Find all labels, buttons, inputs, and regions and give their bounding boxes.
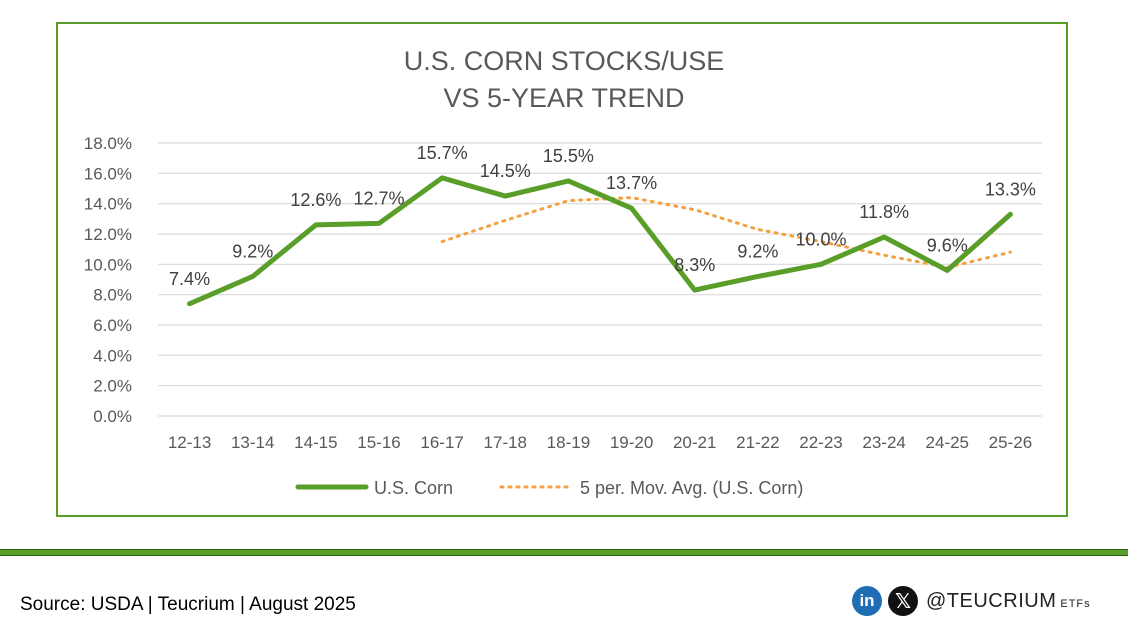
- legend-label-moving-average: 5 per. Mov. Avg. (U.S. Corn): [580, 478, 803, 498]
- chart-frame: U.S. CORN STOCKS/USE VS 5-YEAR TREND 0.0…: [56, 22, 1068, 517]
- y-tick-label: 2.0%: [93, 377, 132, 396]
- x-tick-label: 15-16: [357, 433, 400, 452]
- x-tick-label: 23-24: [862, 433, 905, 452]
- data-label: 9.6%: [927, 235, 968, 255]
- y-tick-label: 14.0%: [84, 195, 132, 214]
- y-tick-label: 12.0%: [84, 225, 132, 244]
- y-tick-label: 6.0%: [93, 316, 132, 335]
- series-line-us-corn: [187, 175, 1013, 307]
- x-tick-label: 24-25: [926, 433, 969, 452]
- x-tick-label: 19-20: [610, 433, 653, 452]
- y-tick-label: 18.0%: [84, 134, 132, 153]
- data-label: 11.8%: [859, 202, 909, 222]
- y-tick-label: 16.0%: [84, 164, 132, 183]
- brand-etfs-text: ETFs: [1060, 597, 1091, 610]
- x-tick-label: 13-14: [231, 433, 274, 452]
- x-tick-label: 14-15: [294, 433, 337, 452]
- brand-handle-text: @TEUCRIUM: [926, 589, 1057, 612]
- series-line-moving-average: [440, 196, 1012, 269]
- brand-handle[interactable]: @TEUCRIUM ETFs: [926, 590, 1091, 613]
- y-tick-label: 10.0%: [84, 255, 132, 274]
- data-label: 8.3%: [674, 255, 715, 275]
- data-label: 10.0%: [795, 229, 846, 249]
- linkedin-icon[interactable]: in: [852, 586, 882, 616]
- x-tick-label: 17-18: [484, 433, 527, 452]
- x-tick-label: 25-26: [989, 433, 1032, 452]
- x-tick-label: 12-13: [168, 433, 211, 452]
- x-tick-label: 16-17: [420, 433, 463, 452]
- legend-label-us-corn: U.S. Corn: [374, 478, 453, 498]
- x-tick-label: 18-19: [547, 433, 590, 452]
- y-tick-label: 0.0%: [93, 407, 132, 426]
- chart-title-line2: VS 5-YEAR TREND: [443, 83, 684, 113]
- data-label: 9.2%: [232, 241, 273, 261]
- chart: U.S. CORN STOCKS/USE VS 5-YEAR TREND 0.0…: [84, 46, 1042, 498]
- data-label: 15.7%: [417, 143, 468, 163]
- source-note: Source: USDA | Teucrium | August 2025: [20, 594, 356, 615]
- brand-block: in 𝕏 @TEUCRIUM ETFs: [852, 584, 1091, 618]
- data-label: 9.2%: [737, 241, 778, 261]
- data-label: 12.7%: [353, 188, 404, 208]
- data-label: 13.7%: [606, 173, 657, 193]
- data-label: 7.4%: [169, 269, 210, 289]
- data-label: 15.5%: [543, 146, 594, 166]
- x-tick-label: 21-22: [736, 433, 779, 452]
- chart-title-line1: U.S. CORN STOCKS/USE: [404, 46, 725, 76]
- data-label: 12.6%: [290, 190, 341, 210]
- y-tick-label: 8.0%: [93, 286, 132, 305]
- footer-divider: [0, 549, 1128, 556]
- data-label: 14.5%: [480, 161, 531, 181]
- x-tick-label: 22-23: [799, 433, 842, 452]
- y-tick-label: 4.0%: [93, 346, 132, 365]
- x-icon[interactable]: 𝕏: [888, 586, 918, 616]
- data-label: 13.3%: [985, 179, 1036, 199]
- x-tick-label: 20-21: [673, 433, 716, 452]
